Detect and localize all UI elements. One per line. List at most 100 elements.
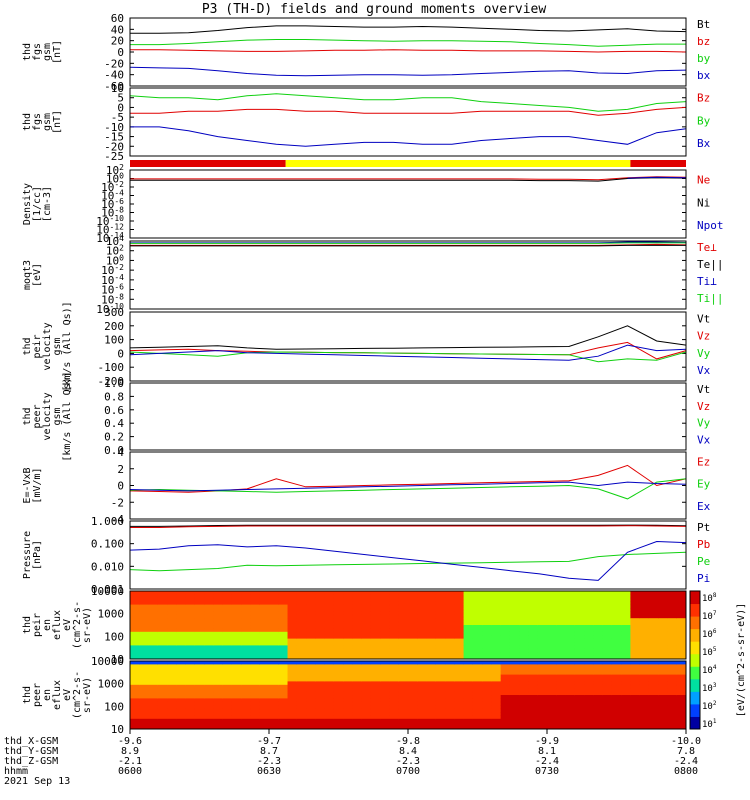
heatmap-cell bbox=[278, 661, 289, 665]
heatmap-cell bbox=[547, 708, 557, 713]
axis-label: Density bbox=[22, 183, 33, 225]
heatmap-cell bbox=[611, 625, 622, 629]
heatmap-cell bbox=[287, 725, 298, 730]
heatmap-cell bbox=[528, 691, 539, 696]
heatmap-cell bbox=[306, 604, 316, 609]
heatmap-cell bbox=[194, 614, 205, 619]
heatmap-cell bbox=[528, 628, 539, 633]
heatmap-cell bbox=[370, 594, 381, 599]
heatmap-cell bbox=[454, 631, 465, 636]
axis-label: velocity bbox=[42, 322, 53, 370]
heatmap-cell bbox=[361, 608, 372, 612]
heatmap-cell bbox=[139, 691, 150, 696]
heatmap-cell bbox=[185, 725, 196, 730]
heatmap-cell bbox=[537, 638, 548, 643]
heatmap-cell bbox=[528, 601, 539, 606]
heatmap-cell bbox=[352, 628, 363, 633]
heatmap-cell bbox=[565, 631, 576, 636]
heatmap-cell bbox=[509, 608, 520, 612]
heatmap-cell bbox=[435, 678, 446, 682]
heatmap-cell bbox=[398, 698, 409, 703]
heatmap-cell bbox=[482, 645, 492, 650]
heatmap-cell bbox=[593, 712, 604, 716]
heatmap-cell bbox=[593, 655, 604, 660]
heatmap-cell bbox=[185, 648, 196, 653]
heatmap-cell bbox=[639, 667, 650, 672]
heatmap-cell bbox=[352, 614, 363, 619]
heatmap-cell bbox=[408, 698, 418, 703]
heatmap-cell bbox=[417, 671, 428, 676]
heatmap-cell bbox=[500, 722, 511, 727]
heatmap-cell bbox=[139, 625, 150, 629]
heatmap-cell bbox=[241, 684, 251, 689]
heatmap-cell bbox=[343, 684, 353, 689]
heatmap-cell bbox=[315, 621, 326, 626]
heatmap-cell bbox=[500, 655, 511, 660]
heatmap-cell bbox=[231, 705, 242, 710]
heatmap-cell bbox=[472, 664, 483, 669]
heatmap-cell bbox=[213, 667, 224, 672]
heatmap-cell bbox=[333, 628, 344, 633]
heatmap-cell bbox=[463, 684, 474, 689]
heatmap-cell bbox=[176, 667, 187, 672]
heatmap-cell bbox=[370, 701, 381, 706]
heatmap-cell bbox=[306, 628, 316, 633]
panel-6: thd peer velocity gsm [km/s (All Qs)] 1.00.80… bbox=[22, 371, 711, 461]
heatmap-cell bbox=[370, 691, 381, 696]
heatmap-cell bbox=[426, 718, 437, 723]
heatmap-cell bbox=[324, 597, 335, 602]
heatmap-cell bbox=[315, 591, 326, 595]
heatmap-cell bbox=[167, 638, 177, 643]
heatmap-cell bbox=[222, 652, 233, 657]
heatmap-cell bbox=[519, 628, 529, 633]
tick-label: 5 bbox=[117, 92, 124, 105]
heatmap-cell bbox=[241, 614, 251, 619]
heatmap-cell bbox=[306, 591, 316, 595]
heatmap-cell bbox=[537, 642, 548, 646]
heatmap-cell bbox=[593, 708, 604, 713]
heatmap-cell bbox=[463, 618, 474, 623]
heatmap-cell bbox=[231, 638, 242, 643]
heatmap-cell bbox=[287, 625, 298, 629]
heatmap-cell bbox=[472, 718, 483, 723]
heatmap-cell bbox=[130, 718, 140, 723]
heatmap-cell bbox=[667, 698, 678, 703]
heatmap-cell bbox=[556, 594, 567, 599]
heatmap-cell bbox=[593, 705, 604, 710]
heatmap-cell bbox=[611, 655, 622, 660]
heatmap-cell bbox=[509, 661, 520, 665]
heatmap-cell bbox=[528, 671, 539, 676]
heatmap-cell bbox=[584, 591, 594, 595]
heatmap-cell bbox=[296, 684, 307, 689]
heatmap-cell bbox=[639, 725, 650, 730]
colorbar-band bbox=[690, 653, 700, 667]
heatmap-cell bbox=[519, 611, 529, 616]
heatmap-cell bbox=[537, 591, 548, 595]
heatmap-cell bbox=[176, 648, 187, 653]
heatmap-cell bbox=[528, 695, 539, 699]
heatmap-cell bbox=[398, 608, 409, 612]
heatmap-cell bbox=[287, 597, 298, 602]
heatmap-cell bbox=[296, 611, 307, 616]
heatmap-cell bbox=[269, 611, 279, 616]
heatmap-cell bbox=[157, 722, 168, 727]
tick-label: -15 bbox=[104, 131, 124, 144]
heatmap-cell bbox=[667, 678, 678, 682]
heatmap-cell bbox=[556, 695, 567, 699]
heatmap-cell bbox=[380, 631, 390, 636]
heatmap-cell bbox=[667, 712, 678, 716]
heatmap-cell bbox=[408, 648, 418, 653]
heatmap-cell bbox=[574, 671, 585, 676]
heatmap-cell bbox=[269, 725, 279, 730]
heatmap-cell bbox=[537, 597, 548, 602]
heatmap-cell bbox=[611, 715, 622, 720]
heatmap-cell bbox=[333, 608, 344, 612]
heatmap-cell bbox=[658, 625, 668, 629]
heatmap-cell bbox=[352, 718, 363, 723]
heatmap-cell bbox=[454, 725, 465, 730]
heatmap-cell bbox=[426, 667, 437, 672]
heatmap-cell bbox=[500, 628, 511, 633]
heatmap-cell bbox=[324, 642, 335, 646]
heatmap-cell bbox=[519, 674, 529, 679]
heatmap-cell bbox=[621, 667, 631, 672]
